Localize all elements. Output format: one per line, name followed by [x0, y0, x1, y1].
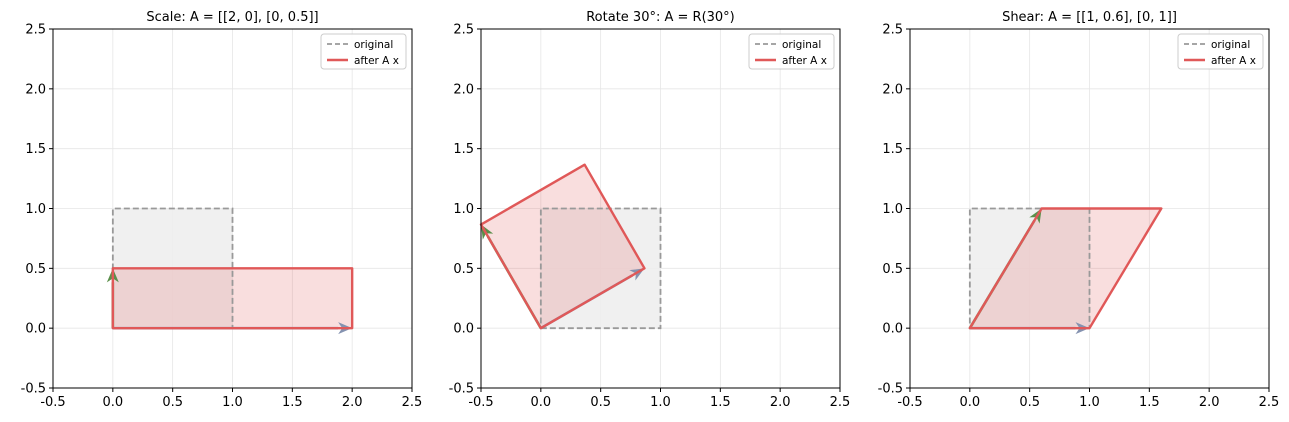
x-tick-label: 2.5 [1259, 395, 1280, 410]
x-tick-label: 2.5 [830, 395, 851, 410]
y-tick-label: 0.0 [25, 322, 46, 337]
x-tick-label: 2.0 [770, 395, 791, 410]
x-tick-label: 2.0 [1199, 395, 1220, 410]
x-tick-label: 1.5 [1139, 395, 1160, 410]
panel-1: -0.5 0.0 0.5 1.0 1.5 2.0 2.5 -0.5 0.0 0.5 1.0 1.5 2.… [21, 10, 423, 410]
y-tick-label: 1.5 [882, 142, 903, 157]
y-tick-label: 2.5 [25, 23, 46, 38]
x-tick-label: 1.0 [1079, 395, 1100, 410]
y-tick-label: -0.5 [21, 382, 46, 397]
transformed-outline [968, 207, 1163, 330]
y-tick-label: 2.0 [453, 82, 474, 97]
original-fill [540, 208, 661, 329]
y-tick-label: -0.5 [878, 382, 903, 397]
legend-transformed-label: after A x [354, 55, 399, 67]
x-tick-label: -0.5 [468, 395, 493, 410]
y-tick-label: 2.5 [882, 23, 903, 38]
y-tick-label: 1.5 [453, 142, 474, 157]
panel-title: Scale: A = [[2, 0], [0, 0.5]] [146, 10, 318, 25]
x-tick-label: 0.0 [959, 395, 980, 410]
x-tick-label: 2.5 [402, 395, 423, 410]
y-tick-label: 0.0 [882, 322, 903, 337]
x-tick-label: 2.0 [342, 395, 363, 410]
transformed-fill [969, 208, 1162, 329]
x-tick-label: 0.0 [102, 395, 123, 410]
original-outline [111, 207, 234, 330]
y-tick-label: 1.0 [882, 202, 903, 217]
panel-3: -0.5 0.0 0.5 1.0 1.5 2.0 2.5 -0.5 0.0 0.5 1.0 1.5 2.… [878, 10, 1280, 410]
x-tick-label: 1.5 [282, 395, 303, 410]
x-tick-label: 0.5 [1019, 395, 1040, 410]
original-outline [539, 207, 662, 330]
transformed-outline [111, 267, 354, 330]
y-tick-label: 2.0 [25, 82, 46, 97]
x-tick-label: -0.5 [897, 395, 922, 410]
legend-transformed-label: after A x [782, 55, 827, 67]
y-tick-label: 1.0 [25, 202, 46, 217]
legend: original after A x [748, 33, 835, 70]
y-tick-label: 0.5 [453, 262, 474, 277]
transformed-outline [479, 163, 646, 330]
x-tick-label: 1.5 [710, 395, 731, 410]
original-fill [969, 208, 1090, 329]
x-tick-label: -0.5 [40, 395, 65, 410]
legend: original after A x [320, 33, 407, 70]
y-tick-label: 2.0 [882, 82, 903, 97]
legend-transformed-label: after A x [1211, 55, 1256, 67]
y-tick-label: 0.0 [453, 322, 474, 337]
x-tick-label: 0.5 [590, 395, 611, 410]
y-tick-label: 0.5 [882, 262, 903, 277]
y-tick-label: -0.5 [449, 382, 474, 397]
x-tick-label: 1.0 [650, 395, 671, 410]
y-tick-label: 0.5 [25, 262, 46, 277]
legend: original after A x [1177, 33, 1264, 70]
y-tick-label: 1.0 [453, 202, 474, 217]
legend-original-label: original [354, 39, 393, 51]
transformed-fill [481, 164, 645, 329]
x-tick-label: 1.0 [222, 395, 243, 410]
panel-title: Rotate 30°: A = R(30°) [586, 10, 735, 25]
y-tick-label: 1.5 [25, 142, 46, 157]
legend-original-label: original [782, 39, 821, 51]
panel-2: -0.5 0.0 0.5 1.0 1.5 2.0 2.5 -0.5 0.0 0.5 1.0 1.5 2.… [449, 10, 851, 410]
x-tick-label: 0.5 [162, 395, 183, 410]
panel-title: Shear: A = [[1, 0.6], [0, 1]] [1002, 10, 1177, 25]
y-tick-label: 2.5 [453, 23, 474, 38]
legend-original-label: original [1211, 39, 1250, 51]
x-tick-label: 0.0 [530, 395, 551, 410]
